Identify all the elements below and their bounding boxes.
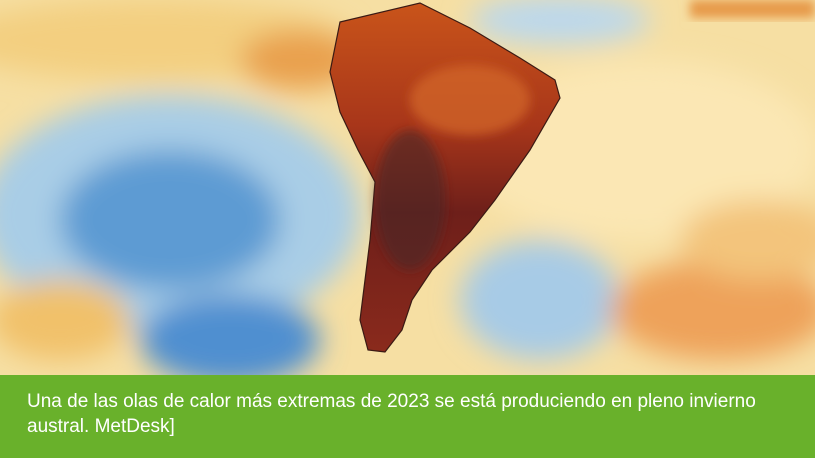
caption: Una de las olas de calor más extremas de… xyxy=(27,391,756,437)
temperature-map xyxy=(0,0,815,375)
caption-bar: Una de las olas de calor más extremas de… xyxy=(0,375,815,458)
